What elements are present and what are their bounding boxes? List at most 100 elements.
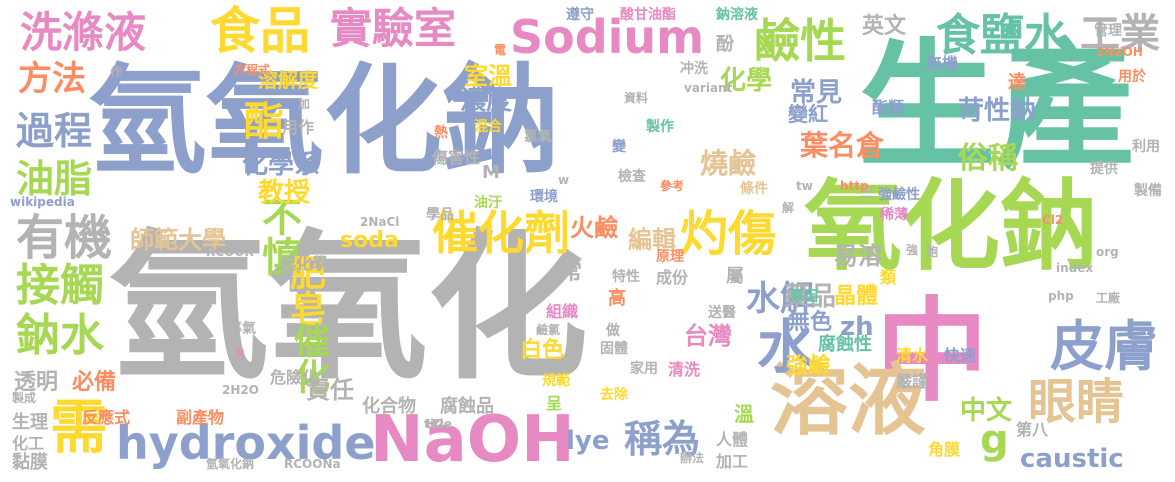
word: 環境 [530,189,558,205]
word: 反應式 [82,408,131,427]
word: 清洗 [668,360,701,379]
word: 做 [606,323,620,339]
word: 黏膜 [12,452,48,473]
word: 用作 [282,118,315,137]
word: 冲洗 [680,61,708,77]
word: 油脂 [16,157,93,201]
word: 2NaOH [1096,45,1143,59]
word: 加工 [716,452,749,471]
word: 傷害性 [432,148,481,167]
word: 化工 [12,434,45,453]
word: 生理 [12,412,48,433]
word: 催化劑 [432,206,570,260]
word: 原因 [790,289,818,305]
word: 需 [50,393,109,461]
word: 飽 [926,245,939,259]
word: 火鹼 [570,214,618,242]
word: 利用 [1132,139,1160,155]
word: 工業 [1080,11,1160,57]
word: 責任 [306,376,354,404]
word: 學品 [426,207,454,223]
word: 角膜 [928,440,961,459]
word: 清水 [896,346,929,365]
word: 常見 [790,78,843,108]
word: 家用 [630,361,658,377]
word: 資料 [624,91,649,105]
word: wikipedia [10,195,75,209]
word: caustic [1020,444,1124,474]
word: R [236,347,246,361]
word: 酚 [716,34,734,55]
word: 三 [860,185,874,201]
word: 方程式 [234,63,271,77]
word: 2NaCl [360,215,400,229]
word: 強鹼 [786,354,831,379]
word: RCOONa [284,457,341,471]
word: php [1048,289,1074,303]
word: 教授 [258,178,311,208]
word: 化學 [720,66,773,96]
word: 無機 [926,54,959,73]
word: 必備 [72,370,117,395]
word: 酸甘油酯 [620,7,676,23]
word: 晶體 [834,284,879,309]
word: 率氣 [228,321,256,337]
word: 送醫 [708,305,736,321]
word: 特性 [612,269,640,285]
word: 強 [906,243,919,257]
word: 酯類 [872,98,905,117]
word: 方法 [18,59,86,99]
word: 用於 [1118,69,1146,85]
word: 眼睛 [1028,374,1125,430]
word: 呈 [546,394,563,413]
word: 水 [747,316,815,374]
word: 強鹼性 [878,187,920,203]
word: 類 [880,268,897,287]
word: 水解 [746,279,814,319]
word: http [840,179,869,193]
word: 不慎 [255,196,301,276]
word: 室溫 [464,62,512,90]
word: 濃度 [460,86,513,116]
word: 酯 [237,100,283,140]
word: 易溶 [834,242,882,270]
word: 作 [110,65,123,79]
word: 氫氧化鈉 [206,457,255,471]
word: 灼傷 [680,206,777,262]
word: 工廠 [1096,291,1121,305]
word: variant [684,81,733,95]
word: Sodium [510,10,705,64]
word: lye [566,426,610,456]
word: 製備 [1134,183,1162,199]
word: 氫氧化鈉 [88,52,561,190]
word: 人體 [716,430,749,449]
word: 達 [1008,72,1026,93]
word: 原理 [656,249,684,265]
word: 有機 [16,210,113,266]
word: 屬 [726,266,744,287]
word: 透明 [14,370,59,395]
word: 英文 [862,14,907,39]
word: 提供 [1090,161,1118,177]
word: 組織 [546,302,579,321]
word: 鈉溶液 [716,7,758,23]
word: g [980,417,1009,463]
word: hydroxide [116,416,376,470]
word: 條件 [740,181,768,197]
word: 去除 [600,387,628,403]
word: 電 [494,43,507,57]
word: 苛性鈉 [958,96,1037,126]
word: 氧化鈉 [804,170,1099,284]
word: 副產物 [176,408,225,427]
word: 管理 [1094,23,1122,39]
word: M [482,162,500,183]
word: 中文 [960,396,1013,426]
word: Cl2 [1042,213,1064,227]
word: 台灣 [684,322,732,350]
word: 生產 [858,26,1135,187]
word: 危險化 [270,368,319,387]
word: 混合 [474,119,502,135]
word: 鹼氯 [536,323,561,337]
word: 化學系 [242,150,321,180]
